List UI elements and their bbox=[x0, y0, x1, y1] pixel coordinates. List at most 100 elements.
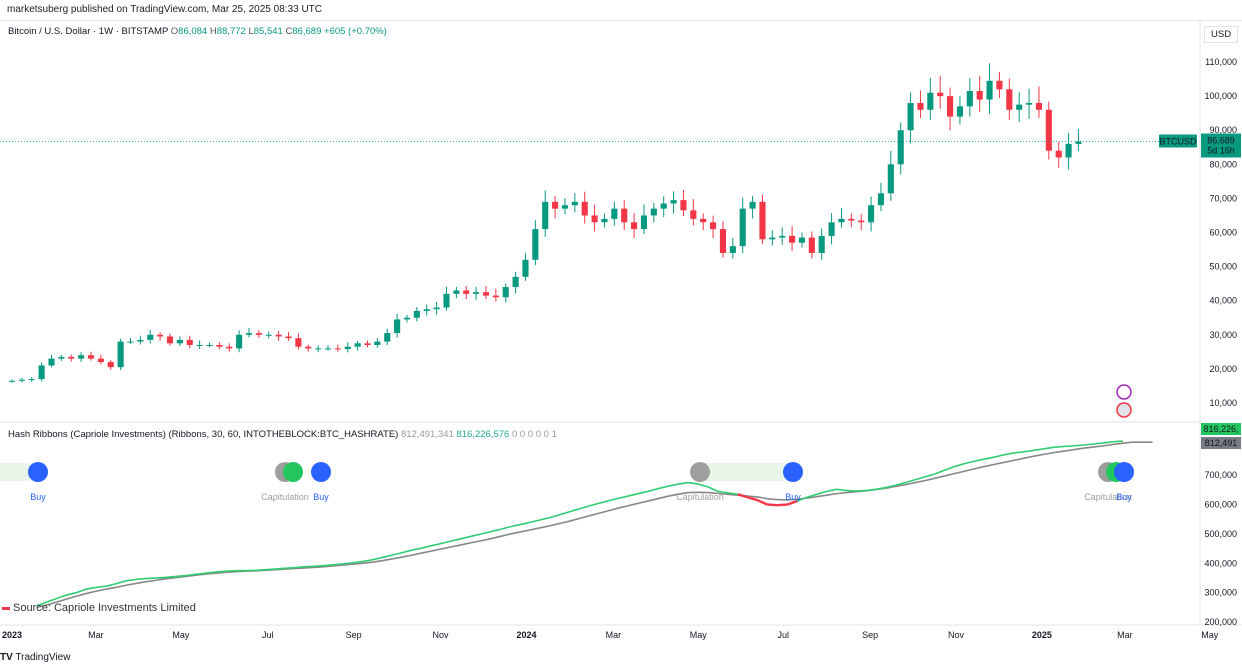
candle-body[interactable] bbox=[374, 341, 381, 345]
candle-body[interactable] bbox=[512, 276, 519, 288]
candle-body[interactable] bbox=[344, 346, 351, 350]
candle-body[interactable] bbox=[463, 290, 470, 294]
candle-body[interactable] bbox=[107, 362, 114, 368]
candle-body[interactable] bbox=[1045, 109, 1052, 151]
candle-body[interactable] bbox=[354, 343, 361, 347]
candle-body[interactable] bbox=[670, 200, 677, 204]
candle-body[interactable] bbox=[364, 343, 371, 345]
candle-body[interactable] bbox=[947, 96, 954, 117]
candle-body[interactable] bbox=[226, 346, 233, 349]
candle-body[interactable] bbox=[877, 193, 885, 206]
candle-body[interactable] bbox=[601, 218, 608, 223]
candle-body[interactable] bbox=[147, 334, 154, 340]
candle-body[interactable] bbox=[739, 208, 746, 247]
candle-body[interactable] bbox=[996, 80, 1003, 90]
candle-body[interactable] bbox=[532, 229, 539, 260]
candle-body[interactable] bbox=[176, 339, 183, 344]
candle-body[interactable] bbox=[887, 164, 894, 194]
candle-body[interactable] bbox=[394, 319, 401, 334]
candle-body[interactable] bbox=[1055, 150, 1062, 158]
candle-body[interactable] bbox=[571, 201, 578, 206]
flag-icon[interactable] bbox=[1116, 402, 1132, 418]
candle-body[interactable] bbox=[443, 293, 450, 308]
candle-body[interactable] bbox=[78, 355, 85, 359]
candle-body[interactable] bbox=[97, 358, 104, 363]
candle-body[interactable] bbox=[976, 91, 983, 100]
candle-body[interactable] bbox=[166, 336, 174, 344]
candle-body[interactable] bbox=[650, 208, 657, 216]
candle-body[interactable] bbox=[937, 92, 944, 97]
candle-body[interactable] bbox=[1035, 102, 1043, 110]
candle-body[interactable] bbox=[542, 201, 549, 230]
candle-body[interactable] bbox=[423, 309, 430, 311]
candle-body[interactable] bbox=[818, 235, 825, 253]
candle-body[interactable] bbox=[621, 208, 628, 223]
buy-marker[interactable] bbox=[783, 462, 803, 482]
candle-body[interactable] bbox=[868, 205, 875, 223]
candle-body[interactable] bbox=[986, 80, 993, 100]
capitulation-marker[interactable] bbox=[690, 462, 710, 482]
candle-body[interactable] bbox=[433, 307, 440, 310]
candle-body[interactable] bbox=[324, 348, 332, 350]
candle-body[interactable] bbox=[245, 333, 253, 335]
candle-body[interactable] bbox=[710, 222, 717, 230]
candle-body[interactable] bbox=[1065, 143, 1072, 158]
candle-body[interactable] bbox=[640, 215, 648, 230]
candle-body[interactable] bbox=[206, 345, 213, 346]
candle-body[interactable] bbox=[186, 339, 193, 345]
candle-body[interactable] bbox=[956, 106, 964, 117]
candle-body[interactable] bbox=[413, 310, 420, 318]
candle-body[interactable] bbox=[561, 205, 569, 209]
candle-body[interactable] bbox=[315, 348, 322, 350]
candle-body[interactable] bbox=[285, 336, 292, 339]
candle-body[interactable] bbox=[798, 237, 806, 243]
candle-body[interactable] bbox=[719, 229, 727, 253]
candle-body[interactable] bbox=[403, 317, 411, 320]
candle-body[interactable] bbox=[1075, 141, 1082, 144]
candle-body[interactable] bbox=[1026, 102, 1033, 105]
candle-body[interactable] bbox=[8, 380, 16, 382]
candle-body[interactable] bbox=[759, 201, 766, 240]
buy-marker[interactable] bbox=[1114, 462, 1134, 482]
candle-body[interactable] bbox=[700, 218, 707, 223]
candle-body[interactable] bbox=[789, 235, 796, 243]
candle-body[interactable] bbox=[660, 203, 667, 209]
candle-body[interactable] bbox=[58, 356, 65, 359]
candle-body[interactable] bbox=[611, 208, 618, 219]
candle-body[interactable] bbox=[779, 235, 786, 238]
candle-body[interactable] bbox=[196, 345, 203, 346]
candle-body[interactable] bbox=[502, 287, 509, 298]
candle-body[interactable] bbox=[48, 358, 55, 366]
lightning-icon[interactable] bbox=[1116, 384, 1132, 400]
candle-body[interactable] bbox=[305, 346, 312, 349]
candle-body[interactable] bbox=[581, 201, 588, 216]
candle-body[interactable] bbox=[848, 218, 855, 221]
candle-body[interactable] bbox=[828, 222, 835, 236]
buy-marker[interactable] bbox=[28, 462, 48, 482]
candle-body[interactable] bbox=[858, 220, 865, 223]
candle-body[interactable] bbox=[473, 292, 480, 294]
candle-body[interactable] bbox=[808, 237, 815, 253]
candle-body[interactable] bbox=[552, 201, 559, 209]
candle-body[interactable] bbox=[897, 130, 904, 165]
currency-button[interactable]: USD bbox=[1204, 26, 1239, 43]
candle-body[interactable] bbox=[729, 246, 736, 253]
candle-body[interactable] bbox=[907, 102, 914, 131]
candle-body[interactable] bbox=[334, 348, 341, 350]
candle-body[interactable] bbox=[838, 218, 845, 223]
candle-body[interactable] bbox=[275, 334, 282, 337]
candle-body[interactable] bbox=[38, 365, 45, 380]
candle-body[interactable] bbox=[295, 338, 302, 347]
candle-body[interactable] bbox=[680, 200, 687, 211]
candle-body[interactable] bbox=[690, 210, 697, 219]
candle-body[interactable] bbox=[68, 356, 75, 359]
candle-body[interactable] bbox=[482, 292, 490, 296]
candle-body[interactable] bbox=[265, 334, 272, 336]
candle-body[interactable] bbox=[236, 334, 243, 349]
candle-body[interactable] bbox=[216, 345, 223, 347]
candle-body[interactable] bbox=[522, 259, 529, 277]
candle-body[interactable] bbox=[453, 290, 460, 294]
candle-body[interactable] bbox=[117, 341, 124, 368]
buy-marker[interactable] bbox=[311, 462, 331, 482]
